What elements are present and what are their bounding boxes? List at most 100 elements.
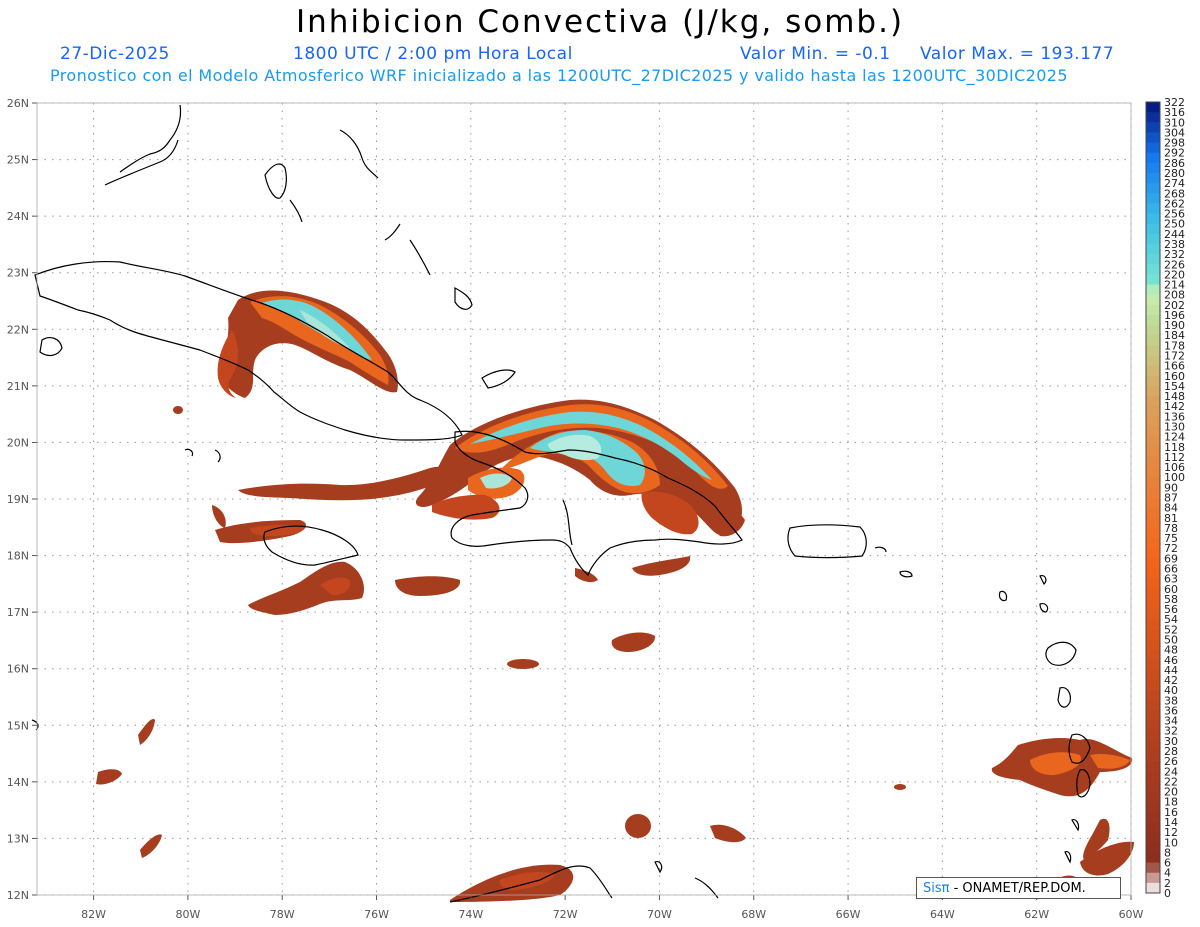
colorbar-swatch bbox=[1146, 659, 1160, 671]
colorbar-swatch bbox=[1146, 649, 1160, 661]
colorbar-label: 52 bbox=[1164, 623, 1178, 636]
colorbar-label: 118 bbox=[1164, 441, 1185, 454]
colorbar-label: 202 bbox=[1164, 299, 1185, 312]
coastline-south-america bbox=[449, 865, 613, 903]
colorbar-swatch bbox=[1146, 102, 1160, 113]
colorbar-swatch bbox=[1146, 416, 1160, 428]
colorbar-swatch bbox=[1146, 852, 1160, 864]
colorbar-label: 40 bbox=[1164, 684, 1178, 697]
colorbar-label: 28 bbox=[1164, 745, 1178, 758]
colorbar-label: 90 bbox=[1164, 481, 1178, 494]
lon-label: 76W bbox=[364, 908, 389, 921]
colorbar-swatch bbox=[1146, 710, 1160, 722]
colorbar-swatch bbox=[1146, 172, 1160, 184]
colorbar-label: 298 bbox=[1164, 137, 1185, 150]
colorbar-swatch bbox=[1146, 811, 1160, 823]
coastline-grand-bahama bbox=[104, 139, 179, 186]
colorbar-swatch bbox=[1146, 142, 1160, 154]
colorbar-swatch bbox=[1146, 761, 1160, 772]
colorbar-swatch bbox=[1146, 842, 1160, 853]
colorbar-label: 244 bbox=[1164, 228, 1185, 241]
colorbar-label: 310 bbox=[1164, 116, 1185, 129]
colorbar-swatch bbox=[1146, 791, 1160, 803]
colorbar-swatch bbox=[1146, 385, 1160, 397]
colorbar-label: 78 bbox=[1164, 522, 1178, 535]
colorbar-swatch bbox=[1146, 396, 1160, 407]
colorbar-label: 184 bbox=[1164, 329, 1185, 342]
colorbar-swatch bbox=[1146, 751, 1160, 762]
colorbar-swatch bbox=[1146, 193, 1160, 204]
lat-label: 18N bbox=[7, 550, 29, 563]
colorbar-label: 81 bbox=[1164, 512, 1178, 525]
colorbar: 3223163103042982922862802742682622562502… bbox=[1145, 96, 1185, 900]
colorbar-label: 208 bbox=[1164, 289, 1185, 302]
colorbar-label: 316 bbox=[1164, 106, 1185, 119]
colorbar-swatch bbox=[1146, 264, 1160, 275]
colorbar-label: 250 bbox=[1164, 218, 1185, 231]
colorbar-swatch bbox=[1146, 568, 1160, 580]
colorbar-swatch bbox=[1146, 690, 1160, 701]
colorbar-label: 238 bbox=[1164, 238, 1185, 251]
colorbar-swatch bbox=[1146, 517, 1160, 529]
lat-label: 16N bbox=[7, 663, 29, 676]
colorbar-swatch bbox=[1146, 771, 1160, 782]
lat-label: 14N bbox=[7, 776, 29, 789]
lat-label: 12N bbox=[7, 889, 29, 902]
map-frame bbox=[36, 102, 1132, 896]
lat-label: 21N bbox=[7, 380, 29, 393]
colorbar-swatch bbox=[1146, 669, 1160, 681]
colorbar-label: 84 bbox=[1164, 502, 1178, 515]
colorbar-swatch bbox=[1146, 588, 1160, 600]
colorbar-swatch bbox=[1146, 598, 1160, 610]
colorbar-swatch bbox=[1146, 122, 1160, 133]
lat-label: 22N bbox=[7, 323, 29, 336]
credit-text: - ONAMET/REP.DOM. bbox=[949, 881, 1086, 896]
colorbar-swatch bbox=[1146, 740, 1160, 752]
colorbar-swatch bbox=[1146, 882, 1160, 894]
colorbar-swatch bbox=[1146, 213, 1160, 225]
colorbar-label: 66 bbox=[1164, 562, 1178, 575]
lon-label: 66W bbox=[836, 908, 861, 921]
lat-label: 23N bbox=[7, 267, 29, 280]
lat-label: 25N bbox=[7, 154, 29, 167]
coastline-jamaica bbox=[263, 525, 359, 566]
lon-label: 80W bbox=[175, 908, 200, 921]
colorbar-label: 87 bbox=[1164, 492, 1178, 505]
lon-label: 72W bbox=[553, 908, 578, 921]
colorbar-label: 30 bbox=[1164, 735, 1178, 748]
colorbar-swatch bbox=[1146, 162, 1160, 174]
max-value: Valor Max. = 193.177 bbox=[920, 44, 1115, 64]
cin-region-jamaica bbox=[248, 561, 365, 615]
colorbar-swatch bbox=[1146, 203, 1160, 215]
cin-shading bbox=[96, 290, 1134, 902]
lon-label: 60W bbox=[1119, 908, 1144, 921]
colorbar-swatch bbox=[1146, 223, 1160, 235]
lon-label: 68W bbox=[741, 908, 766, 921]
colorbar-label: 72 bbox=[1164, 542, 1178, 555]
colorbar-label: 46 bbox=[1164, 654, 1178, 667]
colorbar-swatch bbox=[1146, 629, 1160, 640]
colorbar-swatch bbox=[1146, 832, 1160, 843]
colorbar-label: 24 bbox=[1164, 765, 1178, 778]
colorbar-label: 220 bbox=[1164, 268, 1185, 281]
colorbar-swatch bbox=[1146, 284, 1160, 296]
forecast-time: 1800 UTC / 2:00 pm Hora Local bbox=[293, 44, 573, 64]
axis-labels: 82W 80W 78W 76W 74W 72W 70W 68W 66W 64W 62W 60W 26N 2… bbox=[7, 97, 1144, 921]
colorbar-swatch bbox=[1146, 132, 1160, 144]
colorbar-swatch bbox=[1146, 233, 1160, 245]
colorbar-label: 286 bbox=[1164, 157, 1185, 170]
lat-label: 20N bbox=[7, 436, 29, 449]
credit-sis: Sisπ bbox=[923, 881, 950, 896]
colorbar-label: 34 bbox=[1164, 715, 1178, 728]
lat-label: 15N bbox=[7, 719, 29, 732]
colorbar-label: 322 bbox=[1164, 96, 1185, 109]
coastlines bbox=[31, 104, 1091, 903]
colorbar-swatch bbox=[1146, 254, 1160, 265]
colorbar-label: 256 bbox=[1164, 208, 1185, 221]
colorbar-label: 32 bbox=[1164, 725, 1178, 738]
lat-label: 19N bbox=[7, 493, 29, 506]
colorbar-swatch bbox=[1146, 538, 1160, 549]
colorbar-swatch bbox=[1146, 822, 1160, 833]
forecast-note: Pronostico con el Modelo Atmosferico WRF… bbox=[50, 66, 1068, 85]
colorbar-label: 54 bbox=[1164, 613, 1178, 626]
